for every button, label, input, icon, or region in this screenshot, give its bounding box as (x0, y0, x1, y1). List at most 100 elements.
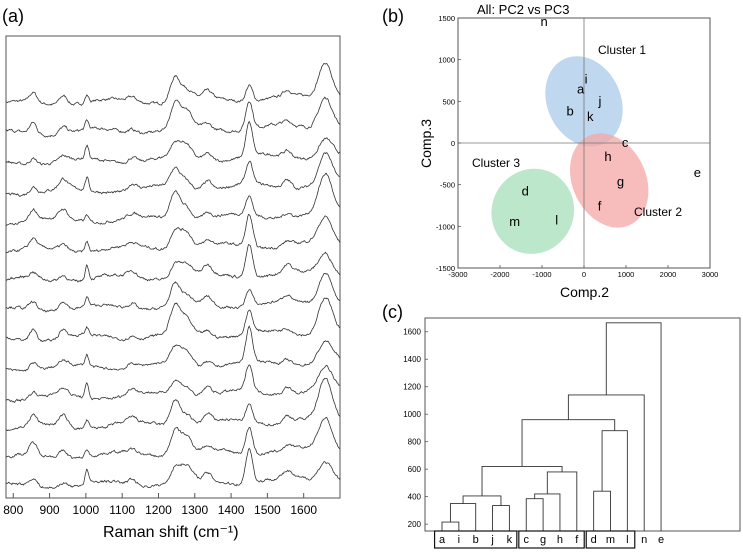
x-tick-label: 1100 (109, 503, 135, 517)
y-axis-ticks: 200 400 600 800 1000 1200 1400 1600 (403, 328, 428, 529)
cluster-label: Cluster 1 (598, 43, 646, 57)
dendrogram-branch (492, 505, 510, 531)
spectrum-line (6, 213, 341, 254)
chart-title: All: PC2 vs PC3 (477, 2, 569, 17)
y-tick-label: 400 (408, 493, 422, 502)
y-tick-label: 1500 (438, 14, 455, 23)
spectrum-line (5, 416, 341, 460)
panel-label-a: (a) (2, 6, 24, 26)
point-label-b: b (567, 103, 574, 118)
cluster-label: Cluster 2 (634, 205, 682, 219)
x-tick-label: 1500 (254, 503, 281, 517)
leaf-label-b: b (473, 534, 479, 546)
dendrogram-branch (449, 503, 477, 531)
y-tick-label: 1000 (403, 410, 421, 419)
dendrogram-branch (462, 495, 502, 506)
y-tick-label: 600 (408, 465, 422, 474)
point-label-i: i (585, 72, 588, 87)
leaf-label-m: m (606, 534, 615, 546)
dendrogram-branch (567, 394, 645, 531)
y-axis-label: Comp.3 (418, 119, 434, 168)
dendrogram-branches (441, 322, 662, 531)
dendrogram-branch (605, 322, 662, 531)
x-tick-label: -2000 (490, 270, 509, 279)
point-label-d: d (522, 183, 529, 198)
x-tick-label: 1000 (73, 503, 100, 517)
dendrogram-branch (546, 471, 578, 531)
y-tick-label: 1200 (403, 383, 421, 392)
leaf-label-i: i (458, 534, 460, 546)
sample-points: n iaj b k ch e g d f l m (509, 14, 701, 229)
dendrogram-branch (601, 430, 628, 531)
leaf-label-n: n (641, 534, 647, 546)
spectrum-line (5, 152, 341, 197)
panel-c-frame (424, 317, 741, 532)
point-label-a: a (577, 82, 585, 97)
spectrum-line (5, 447, 341, 489)
point-label-f: f (598, 198, 602, 213)
y-tick-label: -1000 (436, 222, 455, 231)
point-label-c: c (622, 135, 629, 150)
cluster-box (585, 530, 636, 549)
spectrum-line (5, 297, 341, 343)
spectrum-line (5, 325, 341, 372)
x-tick-label: 1200 (145, 503, 172, 517)
x-tick-label: 0 (582, 270, 586, 279)
leaf-label-g: g (540, 534, 546, 546)
cluster-labels: Cluster 1 Cluster 2 Cluster 3 (472, 43, 682, 219)
spectrum-line (5, 96, 341, 138)
axis-ticks: -3000 -2000 -1000 0 1000 2000 3000 -1500 -1000 -5… (436, 14, 719, 279)
y-tick-label: 1000 (438, 56, 455, 65)
x-tick-label: 1400 (218, 503, 245, 517)
spectrum-line (5, 63, 341, 106)
x-tick-label: 1300 (181, 503, 208, 517)
spectrum-line (5, 172, 341, 226)
point-label-j: j (598, 93, 602, 108)
point-label-g: g (617, 174, 624, 189)
x-tick-label: -3000 (448, 270, 467, 279)
dendrogram-branch (481, 465, 563, 496)
point-label-e: e (694, 165, 701, 180)
spectrum-line (6, 364, 341, 403)
cluster-boxes (433, 530, 636, 549)
point-label-k: k (587, 109, 594, 124)
panel-label-b: (b) (382, 6, 404, 26)
spectrum-line (5, 120, 341, 166)
cluster-box (518, 530, 585, 549)
leaf-label-h: h (557, 534, 563, 546)
cluster-ellipse (569, 133, 649, 228)
leaf-label-j: j (490, 534, 493, 546)
x-tick-label: 1000 (618, 270, 635, 279)
y-tick-label: -500 (440, 181, 455, 190)
point-label-l: l (555, 213, 558, 228)
panel-a-raman-spectra: 800 900 1000 1100 1200 1300 1400 1500 1600 Raman… (3, 35, 341, 541)
x-axis-label: Comp.2 (560, 284, 609, 300)
leaf-label-k: k (507, 534, 513, 546)
spectrum-line (5, 272, 341, 313)
x-tick-label: 800 (3, 503, 23, 517)
x-tick-label: 3000 (702, 270, 719, 279)
dendrogram-branch (521, 419, 616, 467)
y-tick-label: -1500 (436, 264, 455, 273)
y-tick-label: 1600 (403, 328, 421, 337)
leaf-label-d: d (591, 534, 597, 546)
y-tick-label: 800 (408, 438, 422, 447)
x-tick-label: -1000 (532, 270, 551, 279)
x-tick-label: 2000 (660, 270, 677, 279)
point-label-m: m (509, 214, 520, 229)
cluster-ellipse (491, 168, 575, 254)
y-tick-label: 200 (408, 520, 422, 529)
x-axis-ticks: 800 900 1000 1100 1200 1300 1400 1500 1600 (3, 493, 317, 517)
dendrogram-branch (534, 493, 561, 531)
leaf-label-a: a (439, 534, 446, 546)
x-axis-label: Raman shift (cm⁻¹) (103, 524, 239, 541)
leaf-label-f: f (575, 534, 579, 546)
cluster-label: Cluster 3 (472, 156, 520, 170)
point-label-n: n (540, 14, 547, 29)
point-label-h: h (604, 149, 611, 164)
spectrum-line (5, 243, 341, 283)
dendrogram-branch (593, 490, 611, 531)
